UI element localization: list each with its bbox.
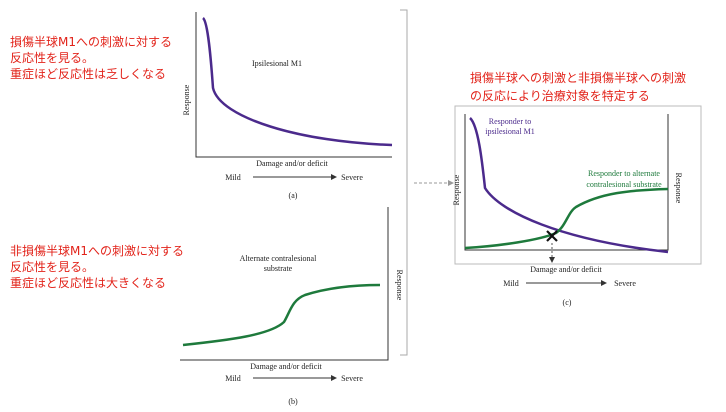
panel-a: Response Ipsilesional M1 Damage and/or d…: [182, 12, 393, 200]
panel-c: Response Response Responder to ipsilesio…: [452, 105, 702, 307]
curve-label: Responder to: [489, 117, 531, 126]
annotation-line: 重症ほど反応性は大きくなる: [10, 275, 166, 290]
frame: [454, 105, 702, 265]
y2-axis-label: Response: [674, 173, 683, 204]
bracket: [400, 9, 408, 356]
annotation-line: 反応性を見る。: [10, 260, 94, 274]
x-axis-label: Damage and/or deficit: [530, 265, 602, 274]
curve-ipsilesional: [469, 117, 669, 254]
axes: [195, 12, 392, 158]
x-from: Mild: [225, 374, 241, 383]
panel-b: Response Alternate contralesional substr…: [180, 207, 404, 406]
x-from: Mild: [225, 173, 241, 182]
y-axis-label: Response: [395, 270, 404, 301]
axes: [464, 114, 669, 251]
x-to: Severe: [341, 374, 363, 383]
annotation-left-middle: 非損傷半球M1への刺激に対する 反応性を見る。 重症ほど反応性は大きくなる: [10, 243, 184, 290]
annotation-line: の反応により治療対象を特定する: [470, 88, 650, 103]
annotation-left-top: 損傷半球M1への刺激に対する 反応性を見る。 重症ほど反応性は乏しくなる: [10, 34, 172, 81]
x-from: Mild: [503, 279, 519, 288]
x-to: Severe: [341, 173, 363, 182]
crossing-marker: [546, 230, 558, 242]
x-axis-label: Damage and/or deficit: [250, 362, 322, 371]
curve-label: Responder to alternate: [588, 169, 660, 178]
x-to: Severe: [614, 279, 636, 288]
annotation-right-top: 損傷半球への刺激と非損傷半球への刺激 の反応により治療対象を特定する: [470, 70, 686, 103]
y-axis-label: Response: [452, 174, 461, 205]
annotation-line: 損傷半球M1への刺激に対する: [10, 34, 172, 49]
annotation-line: 重症ほど反応性は乏しくなる: [10, 66, 166, 81]
curve-label: ipsilesional M1: [485, 127, 535, 136]
curve-label: Alternate contralesional: [240, 254, 317, 263]
panel-label: (b): [288, 397, 298, 406]
panel-label: (a): [289, 191, 298, 200]
curve-label: contralesional substrate: [586, 180, 662, 189]
axes: [180, 207, 389, 361]
annotation-line: 損傷半球への刺激と非損傷半球への刺激: [470, 70, 686, 85]
panel-label: (c): [563, 298, 572, 307]
y-axis-label: Response: [182, 84, 191, 115]
annotation-line: 反応性を見る。: [10, 51, 94, 65]
annotation-line: 非損傷半球M1への刺激に対する: [10, 243, 184, 258]
curve: [201, 17, 393, 147]
curve-label: Ipsilesional M1: [252, 59, 302, 68]
curve: [182, 283, 381, 347]
x-axis-label: Damage and/or deficit: [256, 159, 328, 168]
curve-contralesional: [464, 187, 669, 250]
curve-label: substrate: [264, 264, 293, 273]
